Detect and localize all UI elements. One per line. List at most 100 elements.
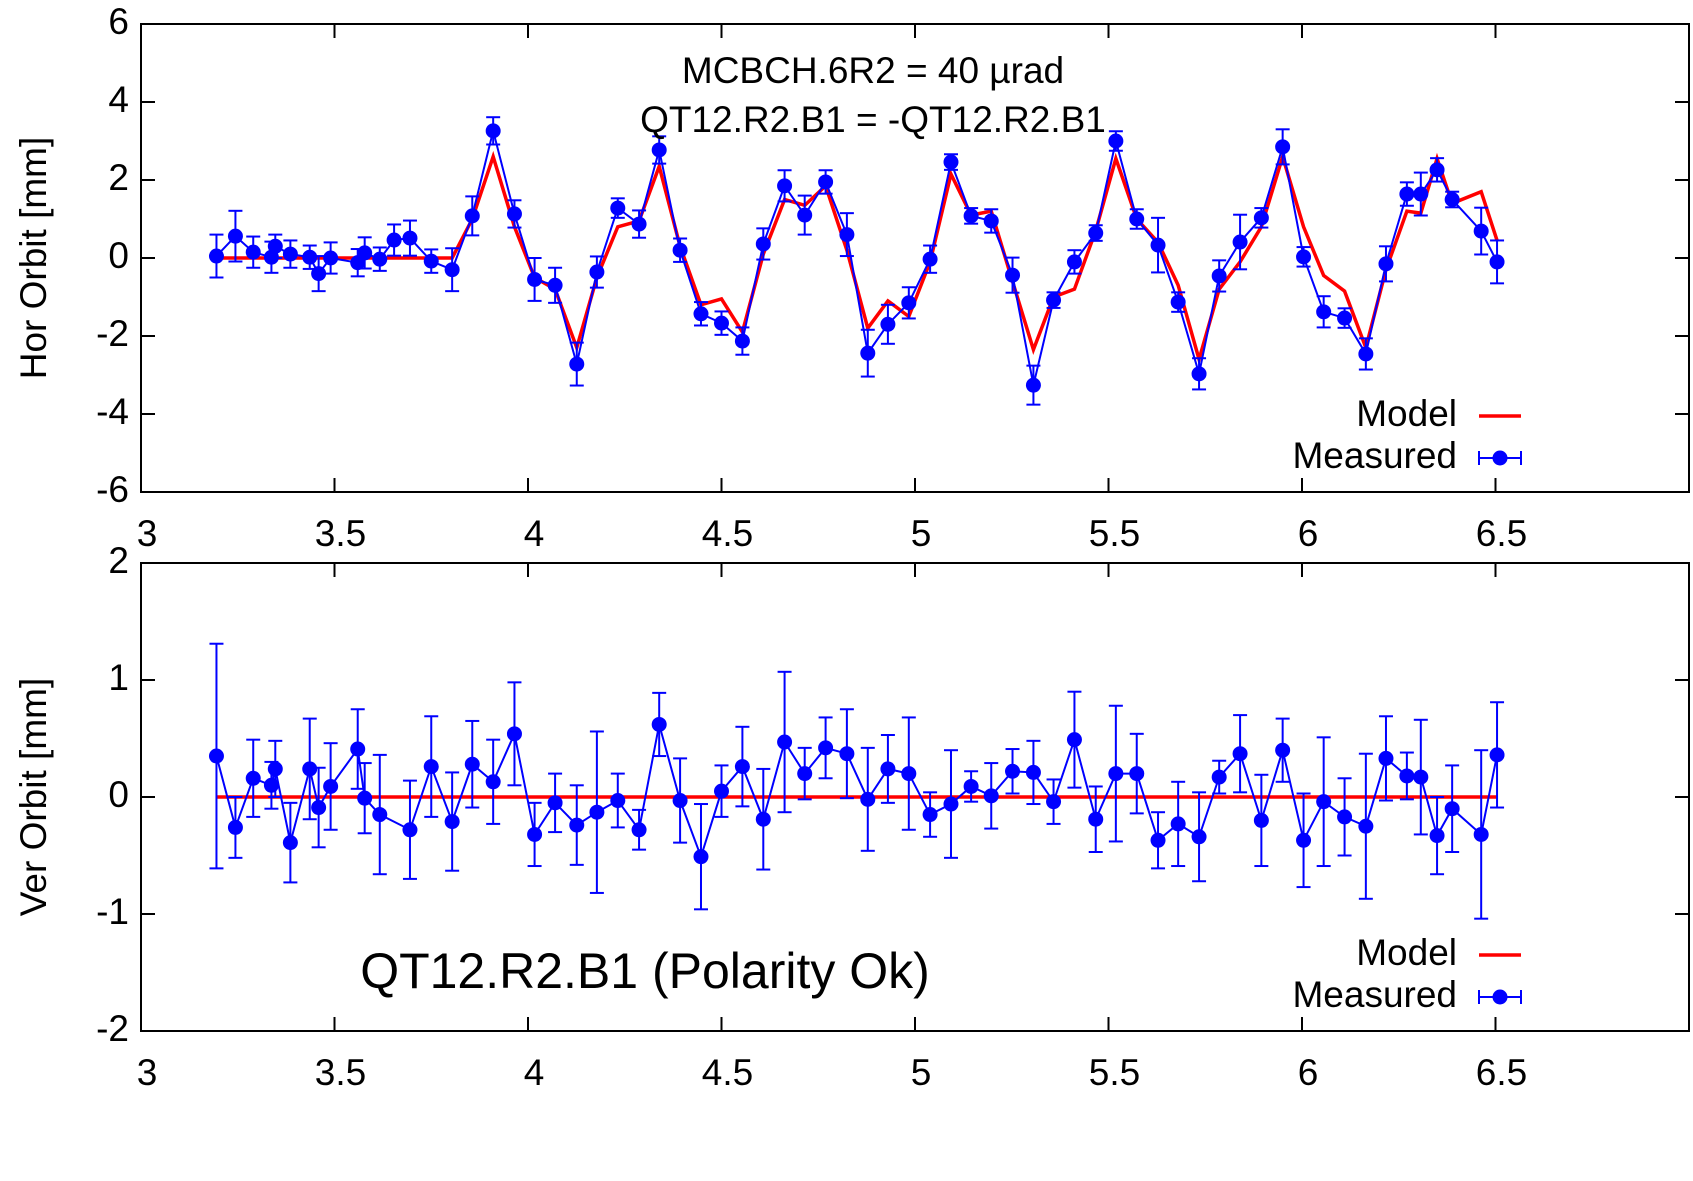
- data-point: [943, 154, 959, 170]
- data-point: [1253, 210, 1269, 226]
- data-point: [569, 817, 585, 833]
- data-point: [302, 249, 318, 265]
- data-point: [922, 251, 938, 267]
- x-tick-label: 6.5: [1476, 513, 1527, 554]
- data-point: [651, 716, 667, 732]
- x-tick-label: 4: [524, 1052, 545, 1093]
- data-point: [1129, 766, 1145, 782]
- data-point: [797, 766, 813, 782]
- data-point: [880, 761, 896, 777]
- data-point: [1489, 254, 1505, 270]
- data-point: [610, 793, 626, 809]
- data-point: [282, 246, 298, 262]
- y-tick-label: -2: [96, 313, 129, 354]
- data-point: [208, 748, 224, 764]
- data-point: [983, 213, 999, 229]
- x-tick-label: 4.5: [702, 1052, 753, 1093]
- data-point: [485, 774, 501, 790]
- legend-swatch: [1492, 989, 1508, 1005]
- x-tick-label: 4: [524, 513, 545, 554]
- data-point: [901, 295, 917, 311]
- data-point: [1337, 809, 1353, 825]
- data-point: [963, 778, 979, 794]
- data-point: [860, 345, 876, 361]
- data-point: [402, 822, 418, 838]
- legend-label: Measured: [1292, 435, 1457, 476]
- data-point: [350, 741, 366, 757]
- data-point: [372, 807, 388, 823]
- data-point: [282, 835, 298, 851]
- data-point: [267, 238, 283, 254]
- legend-label: Measured: [1292, 974, 1457, 1015]
- x-tick-label: 6.5: [1476, 1052, 1527, 1093]
- data-point: [1170, 294, 1186, 310]
- data-point: [963, 208, 979, 224]
- data-point: [227, 228, 243, 244]
- data-point: [1088, 811, 1104, 827]
- data-point: [589, 804, 605, 820]
- data-point: [1191, 366, 1207, 382]
- data-point: [245, 244, 261, 260]
- legend-label: Model: [1356, 393, 1457, 434]
- data-point: [839, 227, 855, 243]
- data-point: [1413, 769, 1429, 785]
- data-point: [1444, 192, 1460, 207]
- data-point: [1150, 832, 1166, 848]
- data-point: [402, 230, 418, 246]
- data-point: [245, 770, 261, 786]
- data-point: [714, 783, 729, 799]
- data-point: [1358, 346, 1374, 362]
- data-point: [631, 822, 647, 838]
- data-point: [1232, 746, 1248, 762]
- data-point: [922, 807, 938, 823]
- data-point: [1108, 133, 1124, 149]
- data-point: [651, 142, 667, 158]
- y-tick-label: 2: [108, 157, 129, 198]
- data-point: [1129, 211, 1145, 227]
- y-axis-label: Hor Orbit [mm]: [13, 137, 54, 380]
- data-point: [302, 761, 318, 777]
- data-point: [755, 811, 771, 827]
- data-point: [464, 756, 480, 772]
- y-tick-label: 2: [108, 540, 129, 581]
- legend-swatch: [1492, 450, 1508, 466]
- data-point: [839, 746, 855, 762]
- data-point: [1066, 254, 1082, 270]
- data-point: [485, 123, 501, 139]
- x-tick-label: 5.5: [1089, 1052, 1140, 1093]
- data-point: [1296, 832, 1312, 848]
- data-point: [943, 796, 959, 812]
- y-tick-label: -1: [96, 891, 129, 932]
- data-point: [734, 759, 750, 775]
- x-tick-label: 5: [911, 1052, 932, 1093]
- data-point: [589, 264, 605, 280]
- data-point: [527, 826, 543, 842]
- data-point: [1489, 747, 1505, 763]
- data-point: [267, 761, 283, 777]
- x-tick-label: 6: [1298, 513, 1319, 554]
- y-tick-label: 4: [108, 79, 129, 120]
- data-point: [1005, 763, 1021, 779]
- data-point: [444, 814, 460, 830]
- data-point: [569, 356, 585, 372]
- data-point: [386, 232, 402, 248]
- data-point: [423, 759, 439, 775]
- x-tick-label: 3: [137, 1052, 158, 1093]
- data-point: [1191, 829, 1207, 845]
- data-point: [1046, 292, 1062, 308]
- data-point: [423, 253, 439, 269]
- data-point: [527, 271, 543, 287]
- data-point: [610, 200, 626, 216]
- y-tick-label: 1: [108, 657, 129, 698]
- data-point: [714, 315, 729, 331]
- data-point: [357, 245, 373, 261]
- data-point: [860, 791, 876, 807]
- data-point: [1378, 750, 1394, 766]
- data-point: [755, 236, 771, 252]
- data-point: [547, 277, 563, 293]
- y-tick-label: -6: [96, 469, 129, 510]
- data-point: [818, 174, 834, 190]
- data-point: [547, 795, 563, 811]
- annotation: QT12.R2.B1 = -QT12.R2.B1: [640, 99, 1106, 140]
- legend-label: Model: [1356, 932, 1457, 973]
